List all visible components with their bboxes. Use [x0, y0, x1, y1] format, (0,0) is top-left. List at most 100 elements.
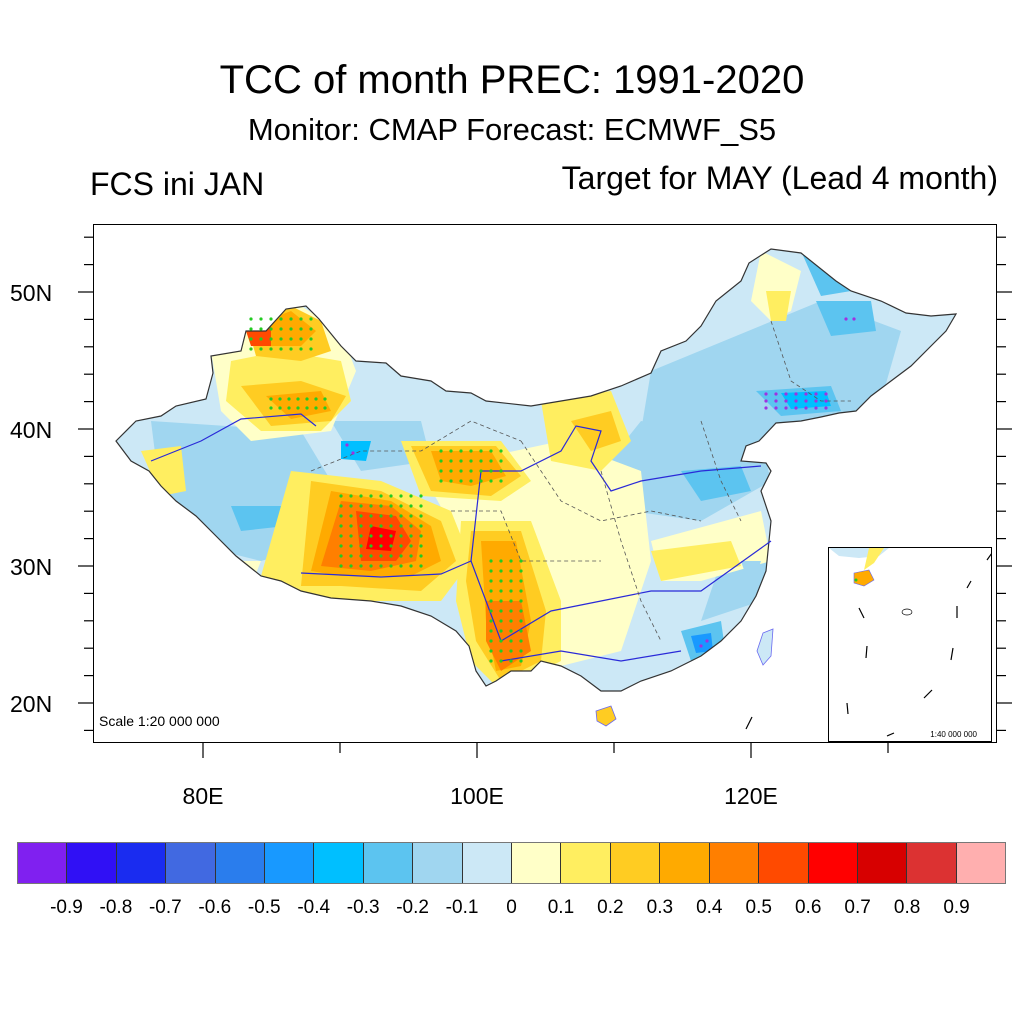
significance-dot	[469, 459, 473, 463]
significance-dot	[379, 534, 383, 538]
significance-dot	[489, 469, 493, 473]
significance-dot	[499, 609, 503, 613]
colorbar-cell	[561, 843, 611, 883]
significance-dot	[794, 399, 798, 403]
significance-dot	[419, 494, 423, 498]
significance-dot	[369, 504, 373, 508]
significance-dot	[309, 327, 313, 331]
significance-dot	[339, 564, 343, 568]
china-map	[115, 248, 957, 730]
significance-dot	[419, 564, 423, 568]
significance-dot	[369, 534, 373, 538]
significance-dot	[339, 524, 343, 528]
significance-dot	[299, 337, 303, 341]
significance-dot	[469, 469, 473, 473]
lat-label-20n: 20N	[10, 691, 53, 717]
significance-dot	[289, 347, 293, 351]
significance-dot	[784, 406, 788, 410]
significance-dot	[489, 619, 493, 623]
significance-dot	[509, 639, 513, 643]
significance-dot	[309, 337, 313, 341]
colorbar-cell	[116, 843, 167, 883]
significance-dot	[279, 327, 283, 331]
significance-dot	[309, 347, 313, 351]
significance-dot	[379, 544, 383, 548]
colorbar-cell	[709, 843, 760, 883]
significance-dot	[278, 397, 282, 401]
significance-dot	[359, 544, 363, 548]
significance-dot	[519, 639, 523, 643]
significance-dot	[784, 392, 788, 396]
significance-dot	[339, 494, 343, 498]
significance-dot	[459, 469, 463, 473]
significance-dot	[479, 449, 483, 453]
significance-dot	[409, 534, 413, 538]
colorbar-label: 0	[506, 897, 517, 918]
significance-dot	[499, 479, 503, 483]
significance-dot	[459, 459, 463, 463]
significance-dot	[489, 609, 493, 613]
significance-dot	[794, 392, 798, 396]
significance-dot	[519, 619, 523, 623]
significance-dot	[314, 397, 318, 401]
significance-dot	[299, 317, 303, 321]
significance-dot	[419, 514, 423, 518]
significance-dot	[339, 504, 343, 508]
significance-dot	[399, 534, 403, 538]
significance-dot	[439, 469, 443, 473]
significance-dot	[509, 629, 513, 633]
significance-dot	[774, 392, 778, 396]
significance-dot	[296, 397, 300, 401]
significance-dot	[824, 399, 828, 403]
taiwan-island	[756, 628, 774, 666]
significance-dot	[349, 554, 353, 558]
significance-dot	[499, 469, 503, 473]
significance-dot	[287, 397, 291, 401]
significance-dot	[449, 469, 453, 473]
significance-dot	[399, 514, 403, 518]
significance-dot	[519, 659, 523, 663]
significance-dot	[489, 449, 493, 453]
significance-dot	[345, 443, 349, 447]
colorbar-cell	[660, 843, 710, 883]
significance-dot	[489, 629, 493, 633]
colorbar-cell	[512, 843, 562, 883]
significance-dot	[269, 337, 273, 341]
significance-dot	[419, 544, 423, 548]
significance-dot	[389, 564, 393, 568]
significance-dot	[379, 494, 383, 498]
significance-dot	[339, 514, 343, 518]
significance-dot	[249, 347, 253, 351]
significance-dot	[489, 649, 493, 653]
significance-dot	[339, 534, 343, 538]
colorbar-cell	[413, 843, 463, 883]
significance-dot	[519, 609, 523, 613]
chart-title: TCC of month PREC: 1991-2020	[219, 58, 805, 102]
significance-dot	[369, 564, 373, 568]
significance-dot	[469, 449, 473, 453]
significance-dot	[469, 479, 473, 483]
significance-dot	[814, 399, 818, 403]
significance-dot	[509, 609, 513, 613]
lat-label-40n: 40N	[10, 417, 53, 443]
significance-dot	[489, 589, 493, 593]
inset-south-china-sea: 1:40 000 000	[828, 547, 992, 742]
significance-dot	[499, 629, 503, 633]
colorbar-cell	[215, 843, 266, 883]
significance-dot	[499, 619, 503, 623]
significance-dot	[399, 504, 403, 508]
significance-dot	[359, 554, 363, 558]
significance-dot	[409, 554, 413, 558]
significance-dot	[314, 406, 318, 410]
significance-dot	[804, 406, 808, 410]
colorbar-label: -0.9	[50, 897, 83, 918]
significance-dot	[499, 569, 503, 573]
significance-dot	[359, 524, 363, 528]
significance-dot	[499, 599, 503, 603]
significance-dot	[489, 479, 493, 483]
colorbar-cell	[67, 843, 117, 883]
significance-dots-positive	[249, 317, 523, 663]
significance-dot	[499, 649, 503, 653]
significance-dot	[479, 479, 483, 483]
significance-dot	[379, 524, 383, 528]
